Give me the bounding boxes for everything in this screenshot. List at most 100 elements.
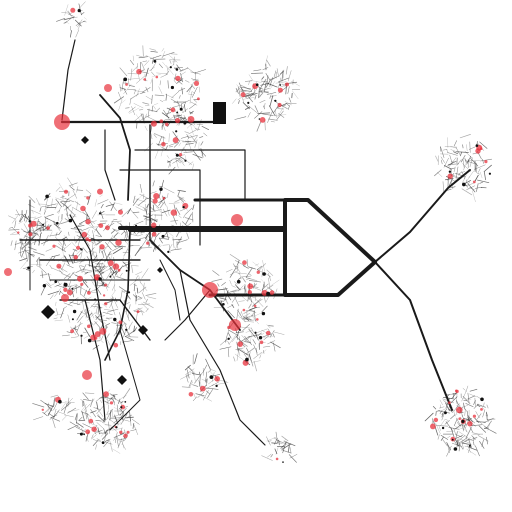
twig-branch xyxy=(199,136,204,139)
twig-branch xyxy=(212,270,220,276)
twig-branch xyxy=(145,86,149,93)
twig-branch xyxy=(56,284,65,288)
highlight-node xyxy=(120,404,126,410)
twig-branch xyxy=(38,220,43,225)
highlight-node xyxy=(118,320,123,325)
twig-branch xyxy=(84,412,92,418)
twig-branch xyxy=(108,265,115,273)
plain-node xyxy=(175,130,178,133)
twig-branch xyxy=(219,346,232,350)
twig-branch xyxy=(186,232,190,240)
twig-branch xyxy=(83,401,88,413)
twig-branch xyxy=(246,312,251,316)
twig-branch xyxy=(447,152,458,156)
twig-branch xyxy=(451,392,457,400)
twig-branch xyxy=(115,432,118,443)
twig-branch xyxy=(275,81,287,84)
twig-branch xyxy=(227,310,235,319)
twig-branch xyxy=(174,73,177,80)
twig-branch xyxy=(253,352,262,360)
twig-branch xyxy=(450,149,459,153)
twig-branch xyxy=(189,110,194,115)
twig-branch xyxy=(131,265,139,267)
twig-branch xyxy=(258,87,270,92)
twig-branch xyxy=(251,360,261,363)
twig-branch xyxy=(91,434,94,439)
twig-branch xyxy=(464,408,468,412)
twig-branch xyxy=(55,245,67,253)
twig-branch xyxy=(185,143,194,145)
twig-branch xyxy=(437,172,443,177)
twig-branch xyxy=(129,209,139,219)
twig-branch xyxy=(432,406,437,410)
twig-branch xyxy=(234,281,238,285)
twig-branch xyxy=(109,268,115,279)
twig-branch xyxy=(110,417,122,419)
twig-branch xyxy=(140,91,145,94)
twig-branch xyxy=(77,223,83,227)
twig-branch xyxy=(53,402,58,411)
twig-branch xyxy=(225,299,229,305)
twig-branch xyxy=(14,240,17,251)
twig-branch xyxy=(64,197,75,203)
twig-branch xyxy=(466,410,469,422)
twig-branch xyxy=(41,205,50,207)
twig-branch xyxy=(178,197,185,203)
twig-branch xyxy=(120,400,124,404)
twig-branch xyxy=(184,364,191,371)
highlight-node xyxy=(109,401,114,405)
twig-branch xyxy=(189,91,192,104)
twig-branch xyxy=(111,322,117,324)
twig-branch xyxy=(142,60,147,62)
twig-branch xyxy=(107,411,113,415)
plain-node xyxy=(68,218,73,223)
highlight-node xyxy=(97,188,103,195)
twig-branch xyxy=(31,210,34,214)
twig-branch xyxy=(36,258,39,266)
twig-branch xyxy=(123,84,132,94)
twig-branch xyxy=(63,403,68,414)
twig-branch xyxy=(262,67,269,71)
twig-branch xyxy=(104,424,112,426)
trunk-edge xyxy=(104,129,116,201)
twig-branch xyxy=(63,246,66,252)
twig-branch xyxy=(134,232,137,236)
twig-branch xyxy=(176,241,179,249)
twig-branch xyxy=(205,371,208,383)
twig-branch xyxy=(44,216,49,220)
twig-branch xyxy=(442,181,444,193)
twig-branch xyxy=(241,86,251,90)
twig-branch xyxy=(467,392,470,404)
twig-branch xyxy=(177,189,186,192)
twig-branch xyxy=(445,421,453,431)
twig-branch xyxy=(23,230,30,239)
twig-branch xyxy=(183,101,187,109)
highlight-node xyxy=(117,268,121,272)
twig-branch xyxy=(260,80,269,83)
twig-branch xyxy=(159,80,161,86)
twig-branch xyxy=(128,325,130,330)
twig-branch xyxy=(32,403,45,408)
twig-branch xyxy=(24,214,28,219)
twig-branch xyxy=(45,248,53,252)
twig-branch xyxy=(113,433,125,438)
twig-branch xyxy=(259,100,266,103)
twig-branch xyxy=(124,322,129,334)
highlight-node xyxy=(455,389,459,394)
twig-branch xyxy=(183,151,193,153)
twig-branch xyxy=(147,296,157,300)
twig-branch xyxy=(238,86,241,97)
plain-node xyxy=(461,419,465,423)
twig-branch xyxy=(190,135,198,144)
twig-branch xyxy=(258,263,266,272)
plain-node xyxy=(258,118,261,120)
twig-branch xyxy=(80,311,87,315)
twig-branch xyxy=(292,90,299,99)
twig-branch xyxy=(221,282,226,286)
twig-branch xyxy=(164,235,170,238)
twig-branch xyxy=(289,447,292,453)
twig-branch xyxy=(217,382,229,385)
twig-branch xyxy=(75,426,86,433)
twig-branch xyxy=(173,79,176,83)
highlight-node xyxy=(88,418,94,424)
